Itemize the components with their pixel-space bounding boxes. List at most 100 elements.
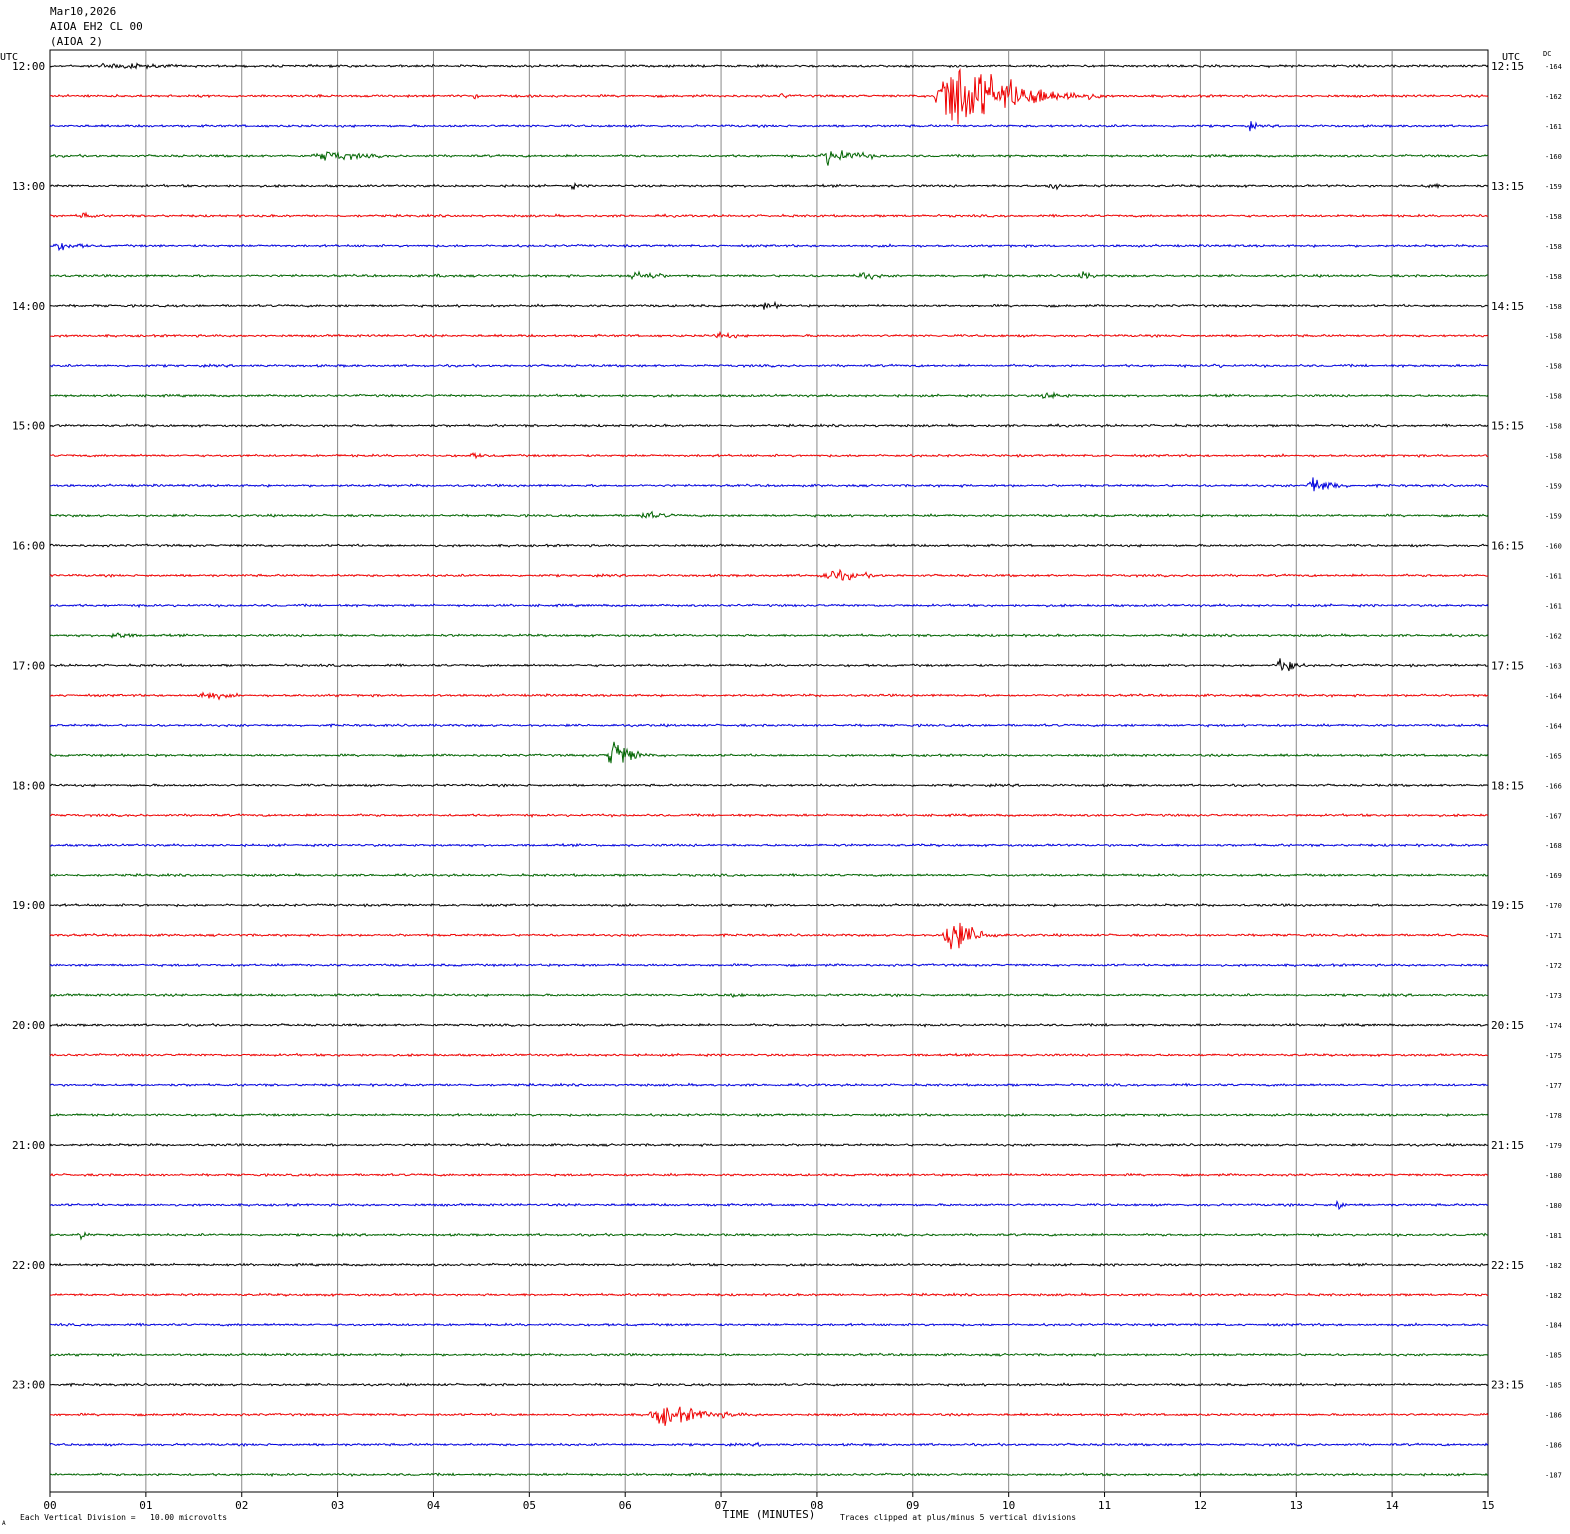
left-time-label: 18:00	[12, 779, 45, 792]
dc-offset-label: -160	[1545, 543, 1562, 551]
seismic-trace	[49, 121, 1489, 132]
x-tick-label: 15	[1481, 1499, 1494, 1512]
x-axis-label: TIME (MINUTES)	[723, 1508, 816, 1521]
right-time-label: 14:15	[1491, 300, 1524, 313]
seismic-trace	[49, 691, 1489, 701]
seismic-trace	[49, 872, 1489, 878]
left-time-label: 23:00	[12, 1379, 45, 1392]
left-time-label: 17:00	[12, 659, 45, 672]
x-tick-label: 11	[1098, 1499, 1111, 1512]
dc-label: DC	[1543, 50, 1551, 58]
dc-offset-label: -158	[1545, 303, 1562, 311]
seismic-trace	[49, 1262, 1489, 1268]
dc-offset-label: -159	[1545, 183, 1562, 191]
seismic-trace	[49, 423, 1489, 429]
dc-offset-label: -185	[1545, 1382, 1562, 1390]
header-station-alias: (AIOA 2)	[50, 35, 103, 48]
dc-offset-label: -158	[1545, 333, 1562, 341]
dc-offset-label: -158	[1545, 243, 1562, 251]
right-axis-label: UTC	[1502, 52, 1520, 63]
dc-offset-label: -165	[1545, 752, 1562, 760]
seismic-trace	[50, 1382, 1489, 1388]
dc-offset-label: -173	[1545, 992, 1562, 1000]
right-time-label: 23:15	[1491, 1379, 1524, 1392]
dc-offset-label: -182	[1545, 1292, 1562, 1300]
right-time-label: 18:15	[1491, 779, 1524, 792]
x-tick-label: 01	[139, 1499, 152, 1512]
seismic-trace	[49, 243, 1489, 252]
seismic-trace	[49, 842, 1489, 848]
right-time-label: 20:15	[1491, 1019, 1524, 1032]
dc-offset-label: -159	[1545, 513, 1562, 521]
dc-offset-label: -184	[1545, 1322, 1562, 1330]
seismic-trace	[49, 1172, 1489, 1178]
seismic-trace	[49, 1022, 1489, 1028]
x-tick-label: 10	[1002, 1499, 1015, 1512]
right-time-label: 13:15	[1491, 180, 1524, 193]
dc-offset-label: -186	[1545, 1442, 1562, 1450]
right-time-label: 16:15	[1491, 540, 1524, 553]
seismic-trace	[49, 922, 1489, 950]
left-time-label: 21:00	[12, 1139, 45, 1152]
left-time-label: 13:00	[12, 180, 45, 193]
dc-offset-label: -158	[1545, 453, 1562, 461]
seismic-trace	[49, 1052, 1489, 1058]
trace-group	[49, 62, 1489, 1478]
seismic-trace	[49, 1082, 1489, 1088]
seismic-trace	[49, 62, 1489, 70]
header-station: AIOA EH2 CL 00	[50, 20, 143, 33]
corner-mark: A	[2, 1520, 6, 1527]
dc-offset-label: -164	[1545, 692, 1562, 700]
left-time-label: 15:00	[12, 420, 45, 433]
seismic-trace	[49, 782, 1489, 788]
x-tick-label: 07	[714, 1499, 727, 1512]
seismic-trace	[49, 270, 1489, 281]
left-time-label: 22:00	[12, 1259, 45, 1272]
grid-lines	[49, 50, 1489, 1497]
x-tick-label: 13	[1290, 1499, 1303, 1512]
x-tick-label: 02	[235, 1499, 248, 1512]
dc-offset-label: -161	[1545, 602, 1562, 610]
seismic-trace	[50, 902, 1489, 908]
plot-frame	[49, 49, 1489, 1493]
dc-offset-label: -180	[1545, 1172, 1562, 1180]
x-tick-label: 12	[1194, 1499, 1207, 1512]
dc-offset-label: -158	[1545, 363, 1562, 371]
dc-offset-label: -174	[1545, 1022, 1562, 1030]
seismic-trace	[49, 1292, 1489, 1298]
dc-offset-label: -186	[1545, 1412, 1562, 1420]
dc-offset-label: -158	[1545, 393, 1562, 401]
dc-offset-label: -168	[1545, 842, 1562, 850]
dc-offset-label: -163	[1545, 662, 1562, 670]
dc-offset-label: -159	[1545, 483, 1562, 491]
seismic-trace	[49, 477, 1489, 492]
dc-offset-label: -169	[1545, 872, 1562, 880]
dc-offset-label: -178	[1545, 1112, 1562, 1120]
seismic-trace	[49, 1112, 1489, 1118]
x-tick-label: 00	[43, 1499, 56, 1512]
seismic-trace	[49, 722, 1489, 728]
right-time-label: 17:15	[1491, 659, 1524, 672]
left-time-label: 19:00	[12, 899, 45, 912]
seismic-trace	[49, 813, 1489, 819]
dc-offset-label: -158	[1545, 423, 1562, 431]
dc-offset-label: -158	[1545, 273, 1562, 281]
dc-offset-label: -162	[1545, 632, 1562, 640]
seismic-trace	[49, 510, 1489, 519]
left-time-label: 20:00	[12, 1019, 45, 1032]
dc-offset-label: -162	[1545, 93, 1562, 101]
dc-offset-label: -160	[1545, 153, 1562, 161]
seismic-trace	[49, 363, 1489, 369]
right-time-label: 19:15	[1491, 899, 1524, 912]
seismic-trace	[49, 962, 1489, 968]
dc-offset-label: -182	[1545, 1262, 1562, 1270]
dc-offset-label: -158	[1545, 213, 1562, 221]
seismic-trace	[49, 452, 1489, 460]
clip-note: Traces clipped at plus/minus 5 vertical …	[840, 1513, 1077, 1522]
seismic-trace	[49, 1406, 1489, 1426]
seismic-trace	[49, 543, 1489, 548]
dc-offset-label: -166	[1545, 782, 1562, 790]
dc-offset-label: -167	[1545, 812, 1562, 820]
seismic-trace	[49, 391, 1489, 400]
seismic-trace	[49, 330, 1489, 339]
